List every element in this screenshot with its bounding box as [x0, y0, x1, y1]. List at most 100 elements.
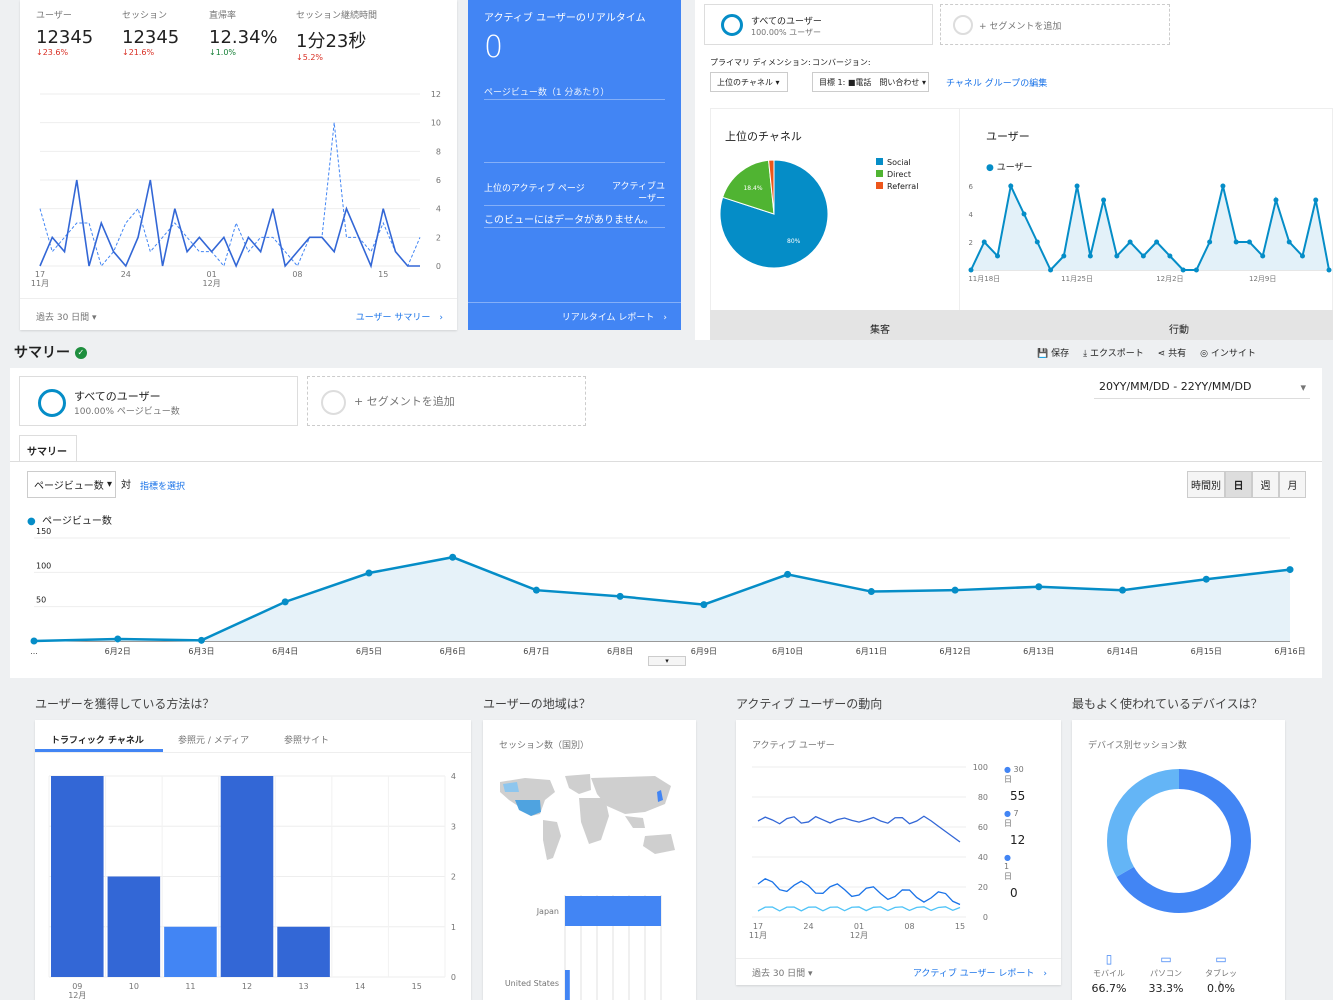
tab-acquisition[interactable]: 集客	[870, 325, 890, 336]
dimension-select[interactable]: 上位のチャネル ▾	[710, 72, 788, 92]
granularity-hour[interactable]: 時間別	[1187, 471, 1225, 498]
x-tick: 6月14日	[1107, 647, 1138, 656]
y-tick: 2	[969, 239, 973, 247]
x-tick: 08	[292, 270, 302, 279]
granularity-week[interactable]: 週	[1252, 471, 1279, 498]
legend-item: Direct	[876, 170, 918, 179]
top-channels-title: 上位のチャネル	[725, 130, 802, 143]
export-button[interactable]: ⤓ エクスポート	[1083, 349, 1144, 359]
segment-all-users-main[interactable]: すべてのユーザー 100.00% ページビュー数	[19, 376, 298, 426]
users-point	[1127, 239, 1133, 245]
active-legend-item: ● 30 日 55	[1004, 765, 1026, 803]
chevron-down-icon: ▾	[1300, 381, 1306, 394]
bar	[107, 876, 161, 977]
granularity-month[interactable]: 月	[1279, 471, 1306, 498]
metric-change: ↓21.6%	[122, 48, 155, 57]
x-tick: 15	[378, 270, 388, 279]
active-title: アクティブ ユーザーの動向	[736, 697, 883, 711]
geo-card: セッション数（国別） Japan United States	[483, 720, 696, 1000]
tab-summary[interactable]: サマリー	[19, 435, 77, 462]
users-chart-title: ユーザー	[986, 130, 1030, 143]
summary-card: すべてのユーザー 100.00% ページビュー数 + セグメントを追加 20YY…	[10, 368, 1322, 678]
devices-donut-chart	[1107, 769, 1251, 913]
device-label-tablet: タブレット	[1205, 969, 1237, 989]
segment-name: すべてのユーザー	[751, 17, 822, 27]
y-tick: 80	[978, 793, 988, 802]
y-tick: 10	[431, 119, 441, 128]
x-tick: 6月13日	[1023, 647, 1054, 656]
x-tick: 6月2日	[105, 647, 131, 656]
y-tick: 2	[451, 873, 456, 882]
pageviews-point	[867, 588, 875, 596]
edit-channel-group-link[interactable]: チャネル グループの編集	[946, 79, 1048, 89]
granularity-day[interactable]: 日	[1225, 471, 1252, 498]
channel-legend: Social Direct Referral	[876, 158, 918, 194]
x-tick: 09	[72, 982, 82, 991]
add-segment-button[interactable]: + セグメントを追加	[940, 4, 1170, 45]
tablet-icon: ▭	[1215, 952, 1227, 966]
series-current	[39, 179, 420, 269]
users-point	[1167, 253, 1173, 259]
x-tick: 6月4日	[272, 647, 298, 656]
y-tick: 0	[436, 262, 441, 271]
metric-value: 12345	[36, 27, 94, 48]
pageviews-point	[197, 636, 205, 644]
bar	[220, 776, 274, 977]
users-point	[968, 267, 974, 273]
geo-title: ユーザーの地域は？	[483, 697, 591, 711]
active-users-report-link[interactable]: アクティブ ユーザー レポート ›	[912, 969, 1047, 979]
metric-select[interactable]: ページビュー数 ▾	[27, 471, 116, 498]
insights-button[interactable]: ◎ インサイト	[1200, 349, 1256, 359]
pageviews-legend: ● ページビュー数	[27, 516, 112, 527]
users-point	[1180, 267, 1186, 273]
conversion-select[interactable]: 目標 1: ■電話 問い合わせ ▾	[812, 72, 929, 92]
geo-subtitle: セッション数（国別）	[499, 741, 590, 751]
tab-referrals[interactable]: 参照サイト	[284, 736, 330, 746]
series-30-day	[757, 815, 961, 843]
y-tick: 60	[978, 823, 988, 832]
y-tick: 4	[436, 205, 441, 214]
active-range-select[interactable]: 過去 30 日間 ▾	[752, 969, 813, 979]
metric-3: セッション継続時間 1分23秒 ↓5.2%	[296, 8, 377, 62]
y-tick: 6	[436, 176, 441, 185]
tab-source-medium[interactable]: 参照元 / メディア	[178, 736, 250, 746]
tab-traffic-channel[interactable]: トラフィック チャネル	[51, 736, 144, 746]
share-icon: ⋖	[1157, 349, 1166, 359]
x-tick: 12月2日	[1156, 275, 1183, 283]
channels-panel: すべてのユーザー 100.00% ユーザー + セグメントを追加 プライマリ デ…	[695, 0, 1333, 340]
country-bar	[565, 896, 661, 926]
x-tick: 6月15日	[1191, 647, 1222, 656]
users-point	[1260, 253, 1266, 259]
x-tick: 6月9日	[691, 647, 717, 656]
tab-behavior[interactable]: 行動	[1169, 325, 1189, 336]
realtime-title: アクティブ ユーザーのリアルタイム	[484, 13, 646, 24]
devices-subtitle: デバイス別セッション数	[1088, 741, 1187, 751]
realtime-value: 0	[484, 30, 504, 65]
select-metric-link[interactable]: 指標を選択	[140, 482, 186, 492]
user-summary-link[interactable]: ユーザー サマリー ›	[355, 313, 443, 323]
segment-all-users[interactable]: すべてのユーザー 100.00% ユーザー	[704, 4, 933, 45]
no-data-message: このビューにはデータがありません。	[484, 215, 654, 226]
realtime-report-link[interactable]: リアルタイム レポート ›	[561, 313, 667, 323]
add-segment-main-label: + セグメントを追加	[354, 395, 455, 408]
export-icon: ⤓	[1083, 349, 1088, 359]
verified-check-icon: ✓	[74, 347, 87, 359]
x-tick: 12月	[850, 931, 868, 940]
x-tick: 10	[129, 982, 139, 991]
pageviews-point	[951, 586, 959, 594]
world-map	[500, 774, 675, 860]
x-tick: ...	[30, 647, 38, 656]
date-range-picker[interactable]: 20YY/MM/DD - 22YY/MM/DD ▾	[1094, 377, 1310, 399]
add-segment-main[interactable]: + セグメントを追加	[307, 376, 586, 426]
y-tick: 2	[436, 233, 441, 242]
top-active-pages-header: 上位のアクティブ ページ	[484, 184, 585, 194]
metric-0: ユーザー 12345 ↓23.6%	[36, 8, 93, 57]
acquire-title: ユーザーを獲得している方法は？	[35, 697, 215, 711]
x-tick: 6月6日	[440, 647, 466, 656]
expand-chart-handle[interactable]: ▾	[648, 656, 686, 666]
share-button[interactable]: ⋖ 共有	[1157, 349, 1187, 359]
bar	[277, 926, 330, 977]
save-button[interactable]: 💾 保存	[1037, 349, 1070, 359]
date-range-select[interactable]: 過去 30 日間 ▾	[36, 313, 97, 323]
